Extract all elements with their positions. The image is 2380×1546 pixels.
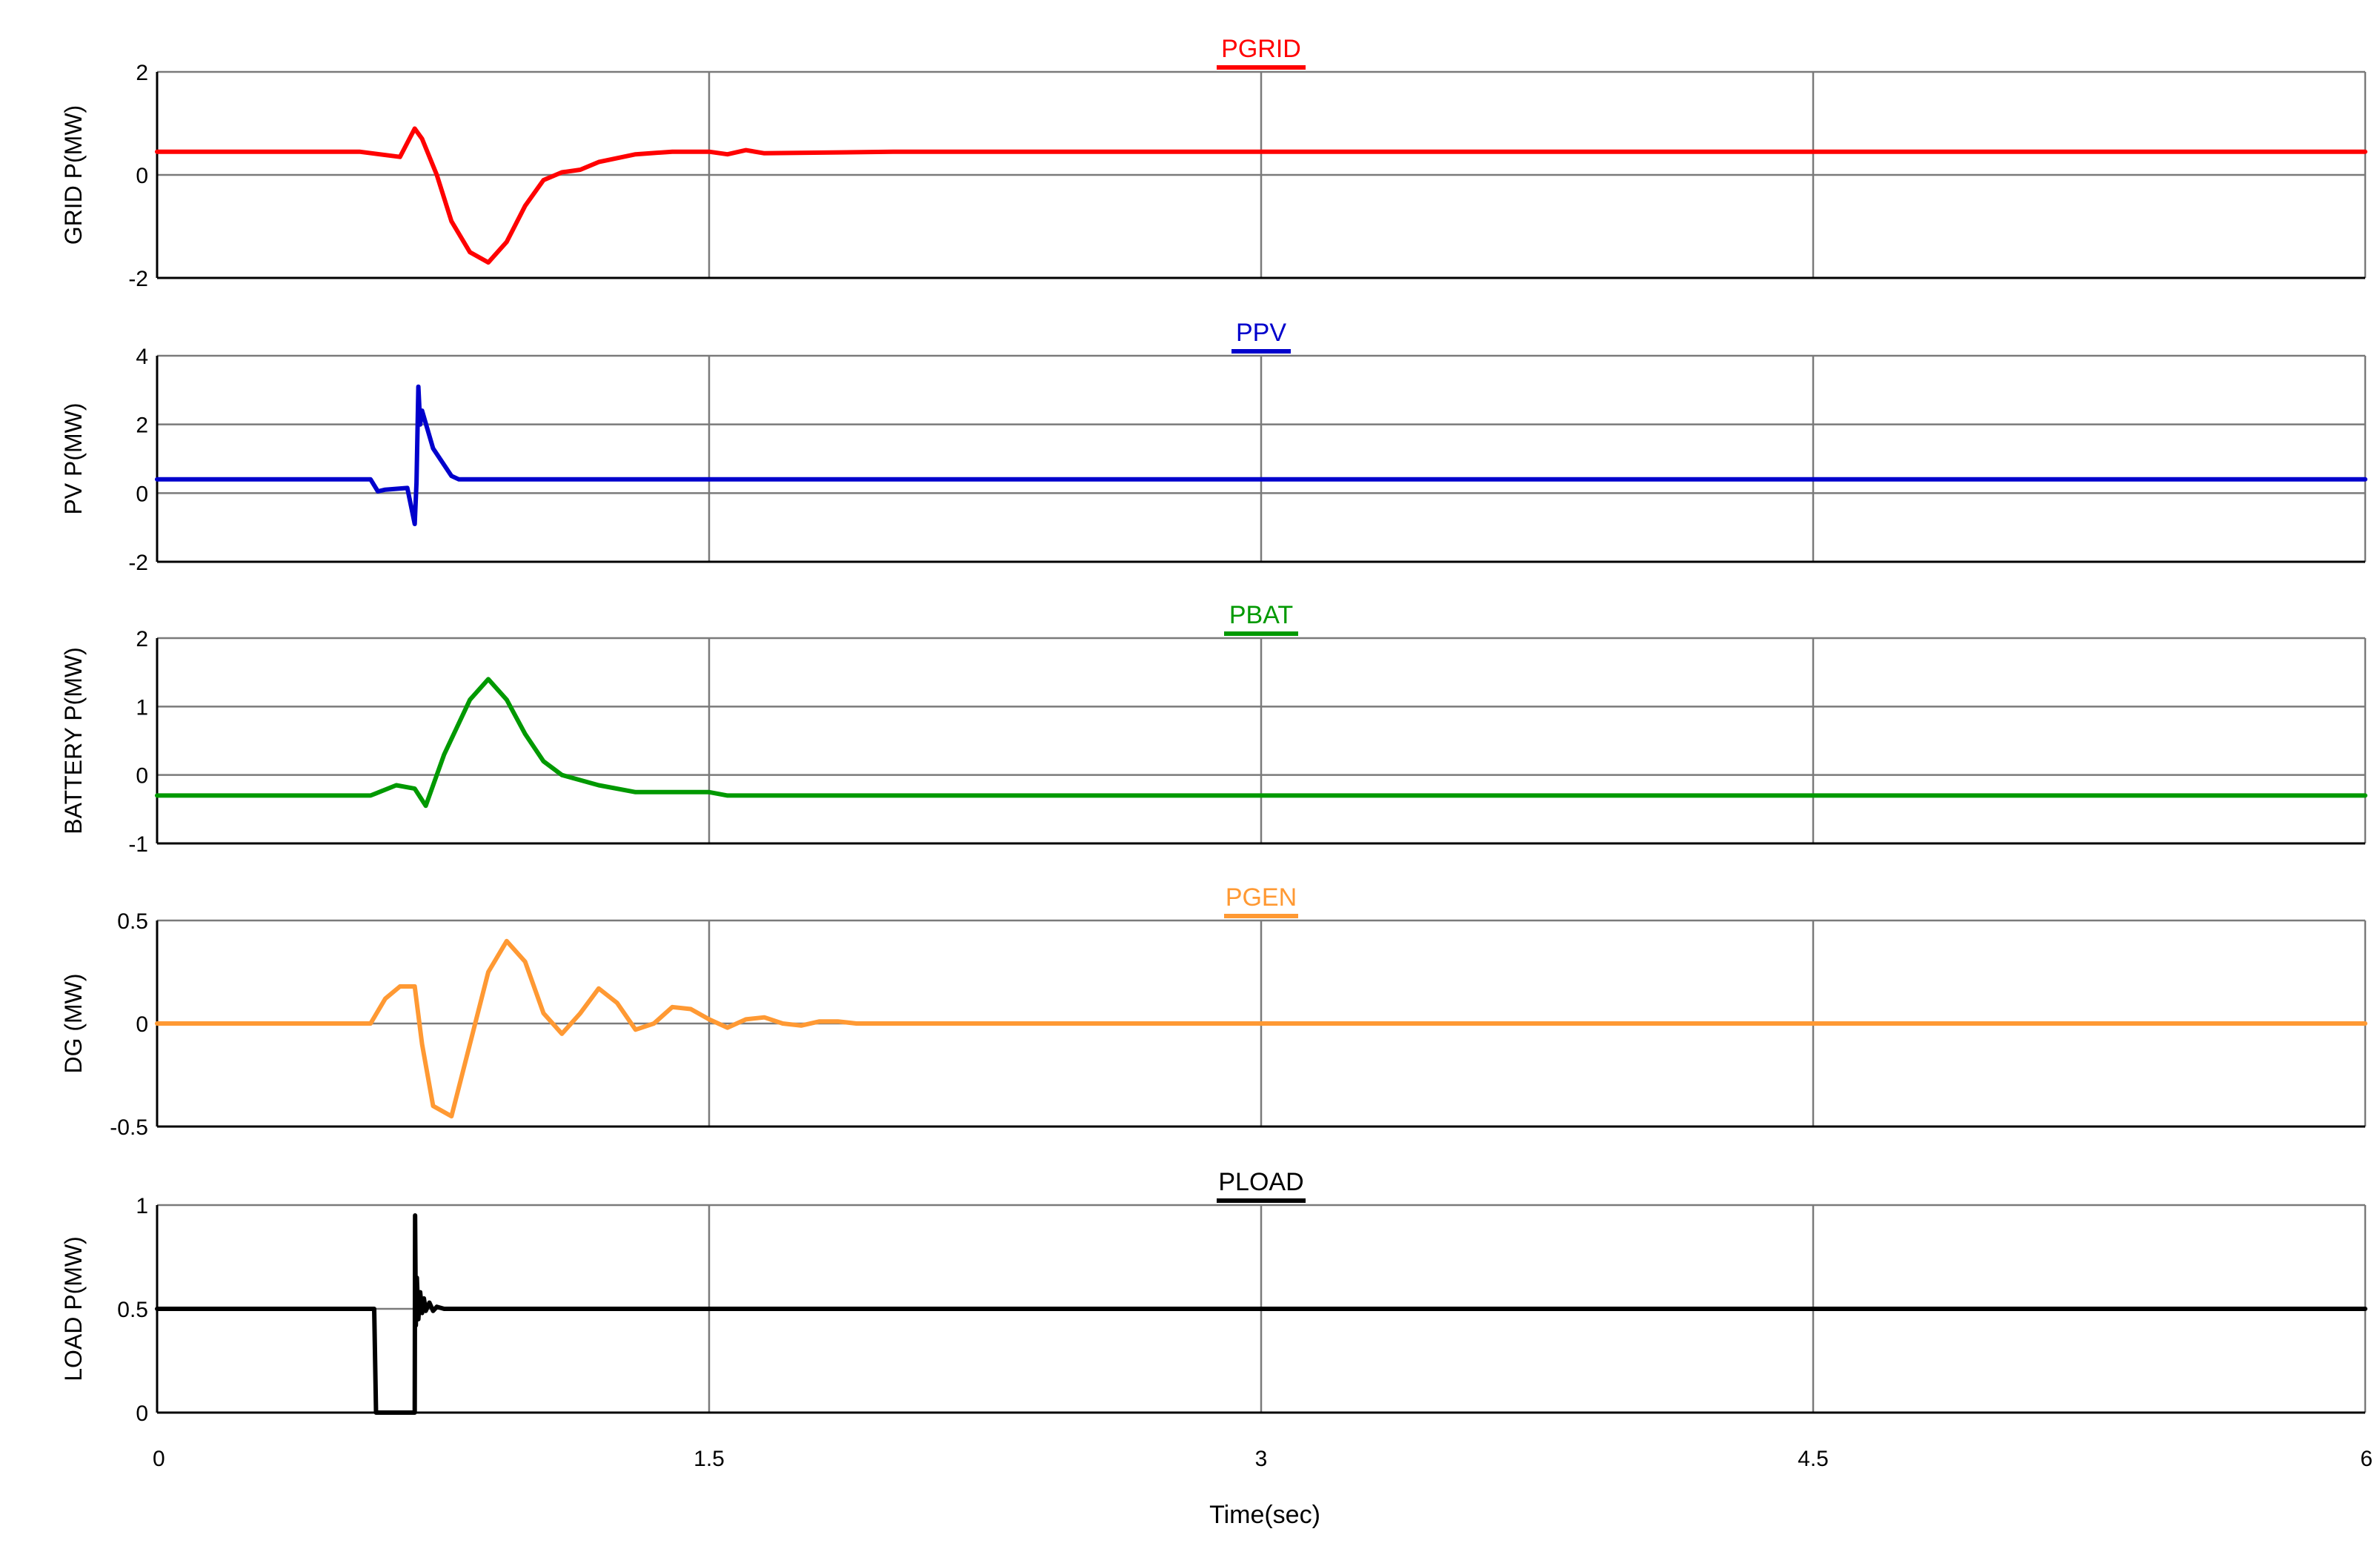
y-tick-label: 0.5 bbox=[117, 909, 148, 934]
y-tick-label: 0.5 bbox=[117, 1298, 148, 1322]
series-title: PLOAD bbox=[1218, 1168, 1303, 1196]
y-tick-label: 0 bbox=[136, 764, 148, 789]
y-tick-label: 2 bbox=[136, 627, 148, 651]
y-tick-label: 0 bbox=[136, 1012, 148, 1037]
series-line-pbat bbox=[155, 677, 2367, 809]
y-tick-label: -2 bbox=[128, 551, 148, 575]
x-tick-label: 1.5 bbox=[694, 1447, 725, 1471]
series-title: PGEN bbox=[1226, 883, 1297, 912]
series-line-pload bbox=[155, 1213, 2367, 1415]
x-tick-label: 4.5 bbox=[1798, 1447, 1829, 1471]
y-axis-label: DG (MW) bbox=[60, 973, 87, 1073]
panel-pgrid: -2 0 2 GRID P(MW) PGRID bbox=[60, 35, 2367, 291]
series-line-ppv bbox=[155, 384, 2367, 526]
y-tick-label: 0 bbox=[136, 482, 148, 506]
x-axis-label: Time(sec) bbox=[1209, 1501, 1320, 1529]
y-axis-label: GRID P(MW) bbox=[60, 105, 87, 245]
y-tick-label: 4 bbox=[136, 345, 148, 369]
y-tick-label: 1 bbox=[136, 1194, 148, 1218]
y-tick-label: 0 bbox=[136, 1401, 148, 1426]
y-tick-label: 2 bbox=[136, 414, 148, 438]
series-title: PPV bbox=[1236, 319, 1286, 347]
x-tick-label: 3 bbox=[1255, 1447, 1268, 1471]
y-axis-label: BATTERY P(MW) bbox=[60, 647, 87, 834]
y-tick-label: 2 bbox=[136, 61, 148, 85]
y-axis-label: LOAD P(MW) bbox=[60, 1236, 87, 1381]
panel-pload: 0 0.5 1 LOAD P(MW) PLOAD bbox=[60, 1168, 2367, 1426]
x-tick-label: 6 bbox=[2360, 1447, 2373, 1471]
series-title: PBAT bbox=[1229, 601, 1293, 629]
y-tick-label: 0 bbox=[136, 164, 148, 188]
y-tick-label: 1 bbox=[136, 695, 148, 720]
series-title: PGRID bbox=[1221, 35, 1301, 63]
y-tick-label: -2 bbox=[128, 267, 148, 291]
series-line-pgrid bbox=[155, 126, 2367, 265]
y-tick-label: -0.5 bbox=[110, 1115, 148, 1140]
panel-ppv: -2 0 2 4 PV P(MW) PPV bbox=[60, 319, 2367, 575]
panel-pbat: -1 0 1 2 BATTERY P(MW) PBAT bbox=[60, 601, 2367, 857]
y-tick-label: -1 bbox=[128, 832, 148, 857]
panel-pgen: -0.5 0 0.5 DG (MW) PGEN bbox=[60, 883, 2367, 1140]
y-axis-label: PV P(MW) bbox=[60, 402, 87, 514]
series-line-pgen bbox=[155, 938, 2367, 1119]
x-tick-label: 0 bbox=[153, 1447, 165, 1471]
